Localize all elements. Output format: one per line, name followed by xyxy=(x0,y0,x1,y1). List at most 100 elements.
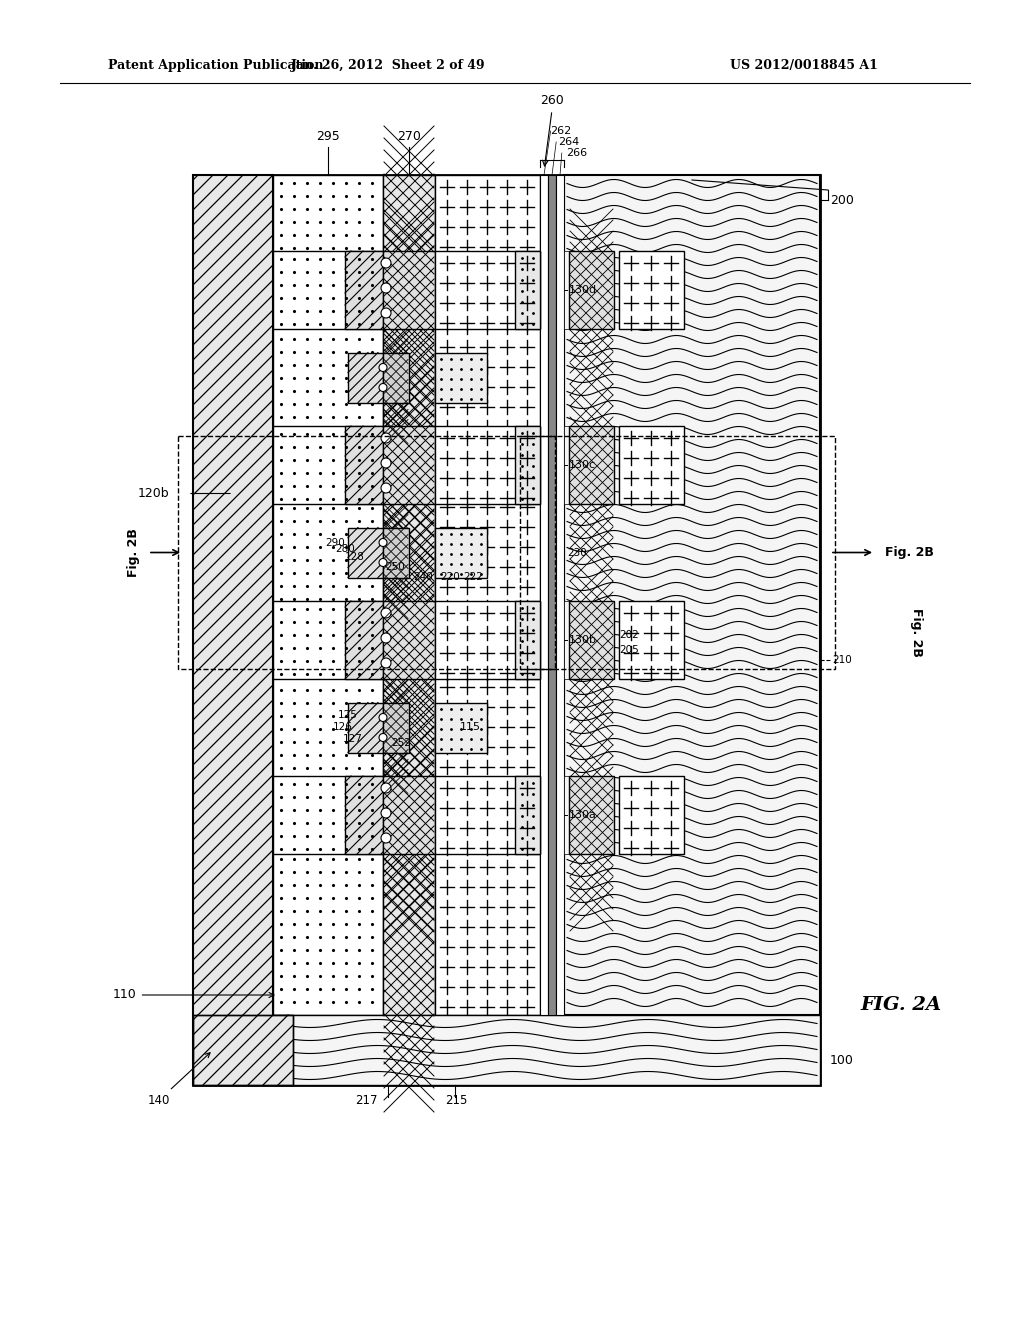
Bar xyxy=(515,426,540,504)
Circle shape xyxy=(381,783,391,793)
Bar xyxy=(273,1015,820,1085)
Bar xyxy=(515,776,540,854)
Text: 290: 290 xyxy=(326,537,345,548)
Text: Patent Application Publication: Patent Application Publication xyxy=(108,58,324,71)
Bar xyxy=(564,176,820,1015)
Text: 264: 264 xyxy=(558,137,580,147)
Text: 140: 140 xyxy=(148,1053,210,1106)
Text: Fig. 2B: Fig. 2B xyxy=(910,609,923,657)
Bar xyxy=(569,601,614,678)
Text: 252: 252 xyxy=(391,738,411,747)
Circle shape xyxy=(379,363,387,371)
Circle shape xyxy=(381,458,391,469)
Text: US 2012/0018845 A1: US 2012/0018845 A1 xyxy=(730,58,878,71)
Text: 127: 127 xyxy=(343,734,362,744)
Bar xyxy=(515,251,540,329)
Text: 250: 250 xyxy=(385,562,404,573)
Bar xyxy=(618,601,684,678)
Text: 200: 200 xyxy=(830,194,854,206)
Bar xyxy=(435,776,540,854)
Bar xyxy=(556,176,564,1015)
Circle shape xyxy=(381,634,391,643)
Text: 215: 215 xyxy=(445,1093,467,1106)
Bar xyxy=(345,426,383,504)
Text: 240: 240 xyxy=(414,573,433,582)
Circle shape xyxy=(381,483,391,492)
Text: 295: 295 xyxy=(316,131,340,144)
Bar xyxy=(618,251,684,329)
Bar xyxy=(435,528,487,578)
Bar xyxy=(273,776,383,854)
Text: 266: 266 xyxy=(566,148,587,158)
Text: 280: 280 xyxy=(335,544,355,554)
Text: 130c: 130c xyxy=(569,459,596,470)
Text: 130b: 130b xyxy=(569,635,597,645)
Bar xyxy=(193,176,820,1085)
Circle shape xyxy=(379,384,387,392)
Bar xyxy=(273,426,383,504)
Bar xyxy=(348,528,383,578)
Bar xyxy=(383,251,435,329)
Bar xyxy=(273,251,383,329)
Bar xyxy=(515,601,540,678)
Bar xyxy=(273,176,383,1015)
Text: 126: 126 xyxy=(333,722,353,733)
Text: 115: 115 xyxy=(460,722,481,733)
Bar xyxy=(540,176,548,1015)
Bar xyxy=(435,251,540,329)
Bar xyxy=(564,601,569,678)
Circle shape xyxy=(379,558,387,566)
Circle shape xyxy=(381,657,391,668)
Bar xyxy=(345,251,383,329)
Bar xyxy=(273,601,383,678)
Bar xyxy=(520,436,835,669)
Bar xyxy=(345,776,383,854)
Text: 130d: 130d xyxy=(569,285,597,294)
Bar xyxy=(383,702,409,752)
Text: 220: 220 xyxy=(440,573,460,582)
Text: 205: 205 xyxy=(618,645,639,655)
Bar xyxy=(383,601,435,678)
Text: 128: 128 xyxy=(345,552,365,561)
Bar xyxy=(348,352,383,403)
Bar xyxy=(383,528,409,578)
Bar xyxy=(569,251,614,329)
Bar xyxy=(548,176,556,1015)
Bar xyxy=(383,352,409,403)
Text: 125: 125 xyxy=(338,710,358,721)
Text: 262: 262 xyxy=(550,125,571,136)
Text: 270: 270 xyxy=(397,131,421,144)
Circle shape xyxy=(381,308,391,318)
Bar xyxy=(383,426,435,504)
Text: Fig. 2B: Fig. 2B xyxy=(885,546,934,558)
Bar xyxy=(564,251,569,329)
Bar xyxy=(435,426,540,504)
Text: 120b: 120b xyxy=(138,487,170,500)
Text: Jan. 26, 2012  Sheet 2 of 49: Jan. 26, 2012 Sheet 2 of 49 xyxy=(291,58,485,71)
Bar xyxy=(348,702,383,752)
Text: 217: 217 xyxy=(355,1093,378,1106)
Text: 202: 202 xyxy=(618,630,639,640)
Bar xyxy=(193,1015,293,1085)
Text: 100: 100 xyxy=(830,1053,854,1067)
Bar xyxy=(435,176,540,1015)
Text: 130a: 130a xyxy=(569,810,597,820)
Bar xyxy=(383,776,435,854)
Text: 260: 260 xyxy=(540,94,564,107)
Bar xyxy=(569,776,614,854)
Text: 110: 110 xyxy=(113,989,274,1002)
Bar xyxy=(569,426,614,504)
Bar xyxy=(564,426,569,504)
Circle shape xyxy=(379,714,387,722)
Bar xyxy=(618,776,684,854)
Text: Fig. 2B: Fig. 2B xyxy=(127,528,139,577)
Circle shape xyxy=(381,257,391,268)
Bar xyxy=(435,601,540,678)
Circle shape xyxy=(381,282,391,293)
Bar xyxy=(193,176,273,1085)
Bar xyxy=(193,1015,293,1085)
Text: 210: 210 xyxy=(831,655,852,665)
Circle shape xyxy=(381,833,391,843)
Circle shape xyxy=(379,539,387,546)
Bar xyxy=(383,176,435,1015)
